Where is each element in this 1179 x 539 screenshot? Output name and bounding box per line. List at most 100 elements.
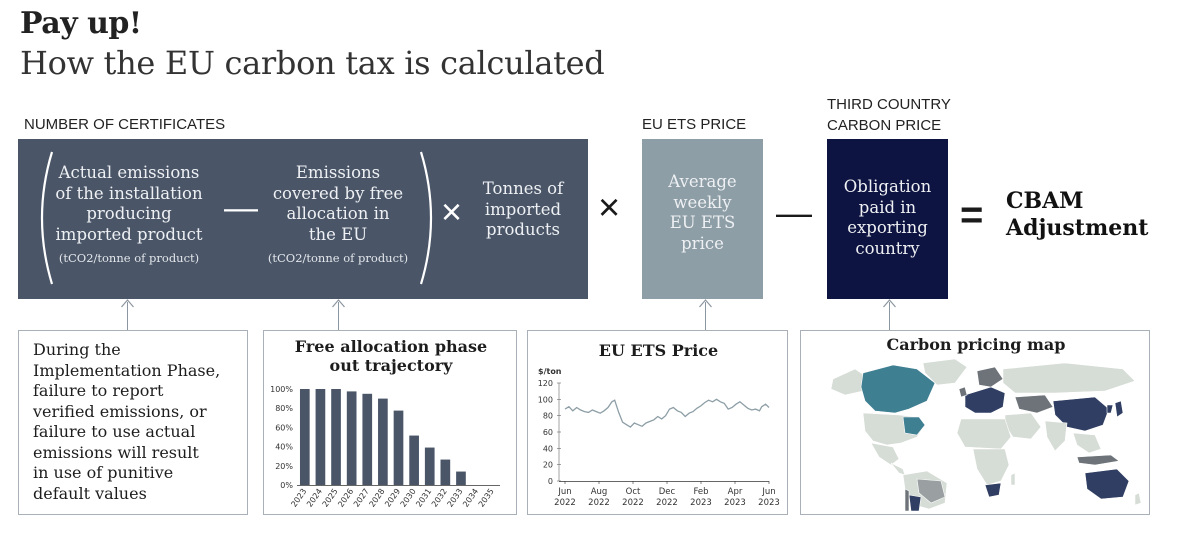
right-paren: [419, 151, 433, 285]
y-tick-label: 60%: [275, 423, 293, 432]
free-allocation-bar-chart: 100%80%60%40%20%0%2023202420252026202720…: [270, 385, 500, 509]
carbon-pricing-world-map: [830, 358, 1142, 512]
arrowhead-icon: [332, 299, 345, 308]
map-region-usa-east: [902, 416, 926, 436]
map-title: Carbon pricing map: [886, 335, 1066, 354]
minus-operator-2: —: [776, 192, 812, 233]
actual-emissions-line: Actual emissions: [58, 163, 200, 182]
ets-line: EU ETS: [669, 213, 736, 232]
y-tick-label: 0%: [280, 481, 293, 490]
free-allocation-line: the EU: [308, 224, 368, 244]
actual-emissions-text: Actual emissions of the installation pro…: [44, 163, 214, 269]
bar: [346, 391, 357, 485]
y-tick-label: 40: [543, 444, 553, 453]
chart-title-line: Free allocation phase: [294, 337, 488, 356]
connector-arrowheads: [121, 299, 896, 308]
x-tick-label: 2028: [367, 487, 386, 509]
left-paren: [40, 151, 54, 285]
x-tick-year: 2022: [588, 498, 610, 508]
x-tick-label: 2026: [336, 487, 355, 509]
map-card: Carbon pricing map: [800, 330, 1150, 515]
map-region-uk: [958, 386, 968, 398]
x-tick-label: 2034: [461, 487, 480, 509]
equals-operator: =: [960, 193, 984, 237]
actual-emissions-unit: (tCO2/tonne of product): [58, 251, 200, 265]
map-region-india: [1044, 420, 1068, 452]
connector-line: [889, 302, 890, 330]
arrowhead-icon: [883, 299, 896, 308]
cbam-result-line: CBAM: [1006, 188, 1084, 214]
x-tick-month: Dec: [659, 487, 676, 497]
map-region-madagascar: [1010, 472, 1016, 486]
x-tick-label: 2027: [352, 487, 371, 509]
tonnes-line: products: [486, 220, 560, 239]
free-allocation-line: Emissions: [295, 163, 381, 182]
ets-price-text: Average weekly EU ETS price: [642, 172, 763, 254]
map-region-china: [1052, 396, 1110, 432]
map-region-australia: [1084, 468, 1130, 500]
ets-price-line-chart: $/ton120100806040200Jun2022Aug2022Oct202…: [538, 367, 780, 508]
ets-price-box: Average weekly EU ETS price: [642, 139, 763, 299]
obligation-line: Obligation: [843, 177, 932, 196]
connector-line: [338, 302, 339, 330]
x-tick-month: Jun: [761, 487, 775, 497]
map-region-southeast-asia: [1072, 432, 1102, 454]
certificates-label: NUMBER OF CERTIFICATES: [24, 116, 226, 133]
y-tick-label: 80: [543, 412, 553, 421]
x-tick-label: 2035: [477, 487, 496, 509]
obligation-box: Obligation paid in exporting country: [827, 139, 948, 299]
x-tick-month: Jun: [557, 487, 571, 497]
ets-line: Average: [668, 172, 737, 191]
free-allocation-line: allocation in: [286, 204, 390, 223]
map-region-korea: [1106, 404, 1114, 414]
x-tick-year: 2022: [622, 498, 644, 508]
free-allocation-text: Emissions covered by free allocation in …: [250, 163, 426, 269]
x-tick-label: 2024: [305, 487, 324, 509]
ets-line: price: [681, 233, 724, 253]
map-region-brazil: [916, 478, 946, 504]
y-tick-label: 60: [543, 428, 553, 437]
minus-operator: —: [224, 189, 258, 227]
x-tick-year: 2022: [554, 498, 576, 508]
x-tick-label: 2025: [321, 487, 340, 509]
x-tick-month: Feb: [693, 487, 708, 497]
map-region-central-america: [890, 462, 906, 476]
note-line: verified emissions, or: [33, 401, 207, 421]
cbam-result-line: Adjustment: [1006, 215, 1149, 241]
map-region-scandinavia: [976, 366, 1004, 388]
free-allocation-line: covered by free: [272, 183, 404, 203]
bar: [456, 471, 466, 485]
free-allocation-card: Free allocation phase out trajectory 100…: [263, 330, 517, 515]
y-tick-label: 20: [543, 461, 553, 470]
x-tick-year: 2022: [656, 498, 678, 508]
bar: [362, 393, 373, 485]
y-tick-label: 100: [538, 395, 553, 404]
map-region-canada: [860, 364, 936, 414]
third-country-label: THIRD COUNTRY CARBON PRICE: [827, 94, 951, 136]
cbam-result: CBAM Adjustment: [1006, 188, 1148, 242]
map-region-japan: [1114, 400, 1124, 418]
x-tick-label: 2029: [383, 487, 402, 509]
ets-line: weekly: [673, 192, 732, 212]
free-allocation-unit: (tCO2/tonne of product): [267, 251, 409, 265]
map-region-south-africa: [984, 482, 1002, 498]
x-tick-year: 2023: [758, 498, 780, 508]
third-country-label-line2: CARBON PRICE: [827, 117, 942, 134]
actual-emissions-line: of the installation: [55, 183, 203, 203]
bar: [331, 389, 341, 485]
x-tick-month: Oct: [626, 487, 641, 497]
tonnes-line: Tonnes of: [482, 179, 564, 198]
actual-emissions-line: imported product: [55, 224, 203, 244]
map-region-kazakhstan: [1014, 394, 1054, 414]
obligation-text: Obligation paid in exporting country: [827, 177, 948, 259]
note-text: During the Implementation Phase, failure…: [33, 340, 220, 504]
x-tick-year: 2023: [690, 498, 712, 508]
times-operator: ×: [441, 191, 463, 232]
note-line: failure to use actual: [33, 422, 196, 441]
note-line: During the: [33, 340, 121, 359]
times-operator-2: ×: [598, 187, 621, 229]
x-tick-label: 2033: [446, 487, 465, 509]
bar: [315, 389, 326, 485]
map-region-new-zealand: [1134, 492, 1142, 506]
map-region-russia: [1002, 362, 1136, 394]
